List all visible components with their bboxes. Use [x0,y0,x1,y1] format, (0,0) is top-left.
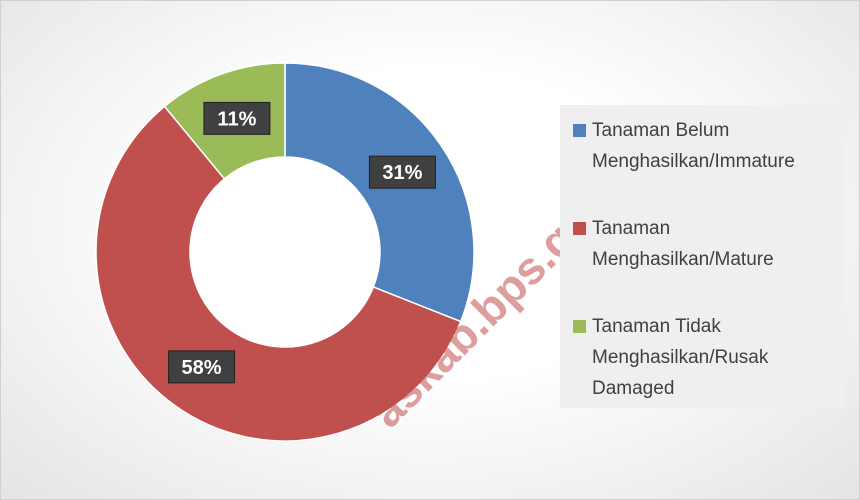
legend-item: Tanaman Belum Menghasilkan/Immature [573,115,837,177]
data-label: 58% [182,357,222,379]
data-label-box [168,350,236,384]
legend-swatch [573,124,586,137]
data-label-box [368,155,436,189]
legend-item: Tanaman Menghasilkan/Mature [573,213,837,275]
legend-label: Tanaman Menghasilkan/Mature [592,218,774,270]
legend-item: Tanaman Tidak Menghasilkan/Rusak Damaged [573,311,837,404]
donut-slice [284,62,475,323]
legend-swatch [573,320,586,333]
data-label: 31% [382,162,422,184]
legend-label: Tanaman Tidak Menghasilkan/Rusak Damaged [592,316,769,399]
data-label-box [203,101,271,135]
legend: Tanaman Belum Menghasilkan/Immature Tanam… [560,105,845,408]
legend-swatch [573,222,586,235]
data-label: 11% [217,108,256,130]
legend-label: Tanaman Belum Menghasilkan/Immature [592,120,795,172]
